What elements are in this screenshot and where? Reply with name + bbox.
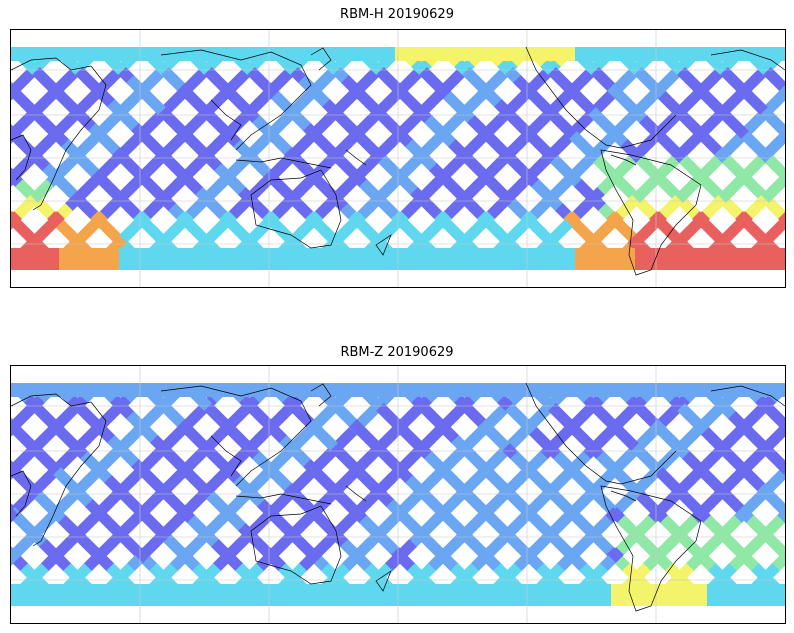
coastline-2 (160, 385, 312, 487)
coastline-0 (11, 57, 107, 211)
map-canvas-rbm-z (11, 366, 785, 623)
coastline-7 (310, 383, 332, 407)
map-panel-rbm-z (10, 365, 786, 624)
coastline-11 (345, 485, 367, 502)
coastline-10 (600, 149, 702, 276)
coastline-3 (210, 99, 242, 141)
swath-layer (11, 47, 785, 270)
coastline-4 (235, 157, 332, 169)
coastline-1 (11, 470, 32, 517)
coastline-9 (610, 154, 637, 166)
coastlines (11, 382, 785, 612)
panel-title-rbm-h: RBM-H 20190629 (340, 7, 454, 22)
coastline-9 (610, 490, 637, 502)
swath-layer (11, 383, 785, 606)
coastline-12 (710, 385, 785, 407)
coastline-5 (250, 169, 342, 249)
coastline-11 (345, 149, 367, 166)
map-canvas-rbm-h (11, 30, 785, 287)
coastline-8 (525, 382, 677, 485)
panel-title-rbm-z: RBM-Z 20190629 (340, 345, 454, 360)
coastline-4 (235, 493, 332, 505)
coastline-6 (375, 234, 392, 256)
coastline-12 (710, 49, 785, 71)
coastline-3 (210, 435, 242, 477)
coastline-6 (375, 570, 392, 592)
coastline-7 (310, 47, 332, 71)
map-panel-rbm-h (10, 29, 786, 288)
gridlines (11, 30, 785, 287)
coastline-1 (11, 134, 32, 181)
coastline-2 (160, 49, 312, 151)
coastlines (11, 46, 785, 276)
coastline-8 (525, 46, 677, 149)
coastline-0 (11, 393, 107, 547)
coastline-10 (600, 485, 702, 612)
gridlines (11, 366, 785, 623)
coastline-5 (250, 505, 342, 585)
